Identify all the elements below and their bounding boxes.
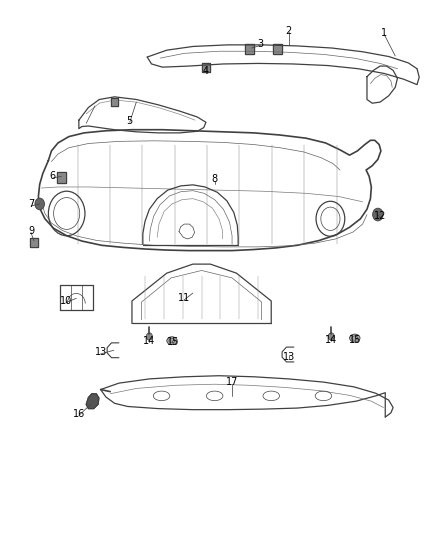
Polygon shape bbox=[86, 394, 99, 409]
Text: 13: 13 bbox=[283, 352, 295, 361]
Text: 13: 13 bbox=[95, 348, 107, 358]
Polygon shape bbox=[30, 238, 38, 247]
Polygon shape bbox=[111, 98, 118, 107]
Text: 3: 3 bbox=[257, 39, 263, 49]
Text: 14: 14 bbox=[325, 335, 337, 345]
Text: 16: 16 bbox=[73, 409, 85, 419]
Text: 4: 4 bbox=[203, 67, 209, 76]
Ellipse shape bbox=[167, 337, 177, 345]
Text: 2: 2 bbox=[286, 26, 292, 36]
Text: 7: 7 bbox=[28, 199, 34, 209]
Text: 9: 9 bbox=[28, 226, 34, 236]
Text: 1: 1 bbox=[381, 28, 388, 38]
Text: 5: 5 bbox=[127, 116, 133, 126]
Circle shape bbox=[373, 208, 383, 221]
Text: 17: 17 bbox=[226, 377, 238, 387]
Text: 15: 15 bbox=[349, 335, 361, 345]
Ellipse shape bbox=[350, 334, 360, 342]
Circle shape bbox=[35, 198, 45, 210]
Circle shape bbox=[146, 333, 152, 340]
Text: 10: 10 bbox=[60, 296, 72, 306]
Text: 15: 15 bbox=[167, 337, 180, 348]
Text: 6: 6 bbox=[49, 172, 56, 181]
Text: 11: 11 bbox=[178, 293, 190, 303]
Polygon shape bbox=[57, 172, 66, 183]
Text: 12: 12 bbox=[374, 211, 386, 221]
Polygon shape bbox=[245, 44, 254, 54]
Polygon shape bbox=[202, 63, 210, 72]
Text: 8: 8 bbox=[212, 174, 218, 184]
Text: 14: 14 bbox=[143, 336, 155, 346]
Circle shape bbox=[328, 333, 334, 340]
Polygon shape bbox=[273, 44, 282, 54]
